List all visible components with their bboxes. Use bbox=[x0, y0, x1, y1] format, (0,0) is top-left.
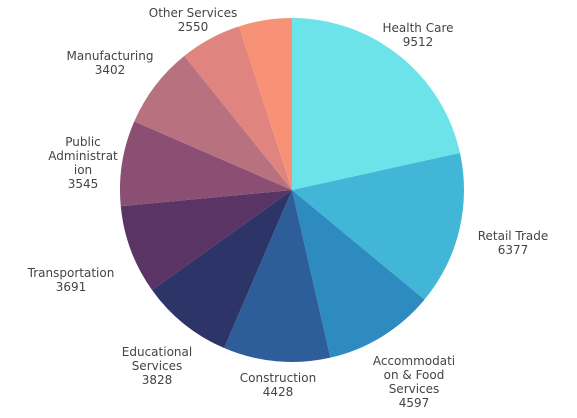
value-label: 3828 bbox=[141, 373, 173, 387]
category-name: Transportation bbox=[27, 266, 115, 280]
slice-label: Health Care 9512 bbox=[382, 21, 453, 49]
value-label: 2550 bbox=[177, 20, 209, 34]
slice bbox=[224, 190, 331, 362]
value-label: 3545 bbox=[67, 177, 99, 191]
category-name: Manufacturing bbox=[66, 49, 154, 63]
slice-label: Public Administration 3545 bbox=[47, 135, 119, 191]
category-name: Other Services bbox=[148, 6, 238, 20]
slice-label: Construction 4428 bbox=[240, 371, 316, 399]
slice bbox=[239, 18, 292, 190]
slice-label: Other Services 2550 bbox=[149, 6, 238, 34]
category-name: Educational Services bbox=[121, 345, 193, 373]
value-label: 9512 bbox=[402, 35, 434, 49]
slice bbox=[292, 153, 464, 300]
slice-label: Retail Trade 6377 bbox=[478, 229, 549, 257]
value-label: 6377 bbox=[497, 243, 529, 257]
slice bbox=[184, 26, 292, 191]
value-label: 4428 bbox=[262, 385, 294, 399]
value-label: 3402 bbox=[94, 63, 126, 77]
slice-label: Educational Services 3828 bbox=[115, 345, 199, 387]
slice-label: Manufacturing 3402 bbox=[67, 49, 154, 77]
slice bbox=[292, 190, 425, 358]
value-label: 3691 bbox=[55, 280, 87, 294]
slice bbox=[120, 190, 293, 290]
slice bbox=[134, 55, 292, 190]
value-label: 4597 bbox=[398, 396, 430, 410]
category-name: Health Care bbox=[382, 21, 454, 35]
category-name: Accommodation & Food Services bbox=[372, 354, 456, 396]
slice bbox=[152, 190, 292, 349]
slice bbox=[292, 18, 460, 190]
category-name: Retail Trade bbox=[477, 229, 549, 243]
slice-label: Accommodation & Food Services 4597 bbox=[372, 354, 456, 410]
category-name: Public Administration bbox=[48, 135, 118, 177]
slice bbox=[120, 121, 292, 207]
category-name: Construction bbox=[239, 371, 317, 385]
slice-label: Transportation 3691 bbox=[28, 266, 115, 294]
